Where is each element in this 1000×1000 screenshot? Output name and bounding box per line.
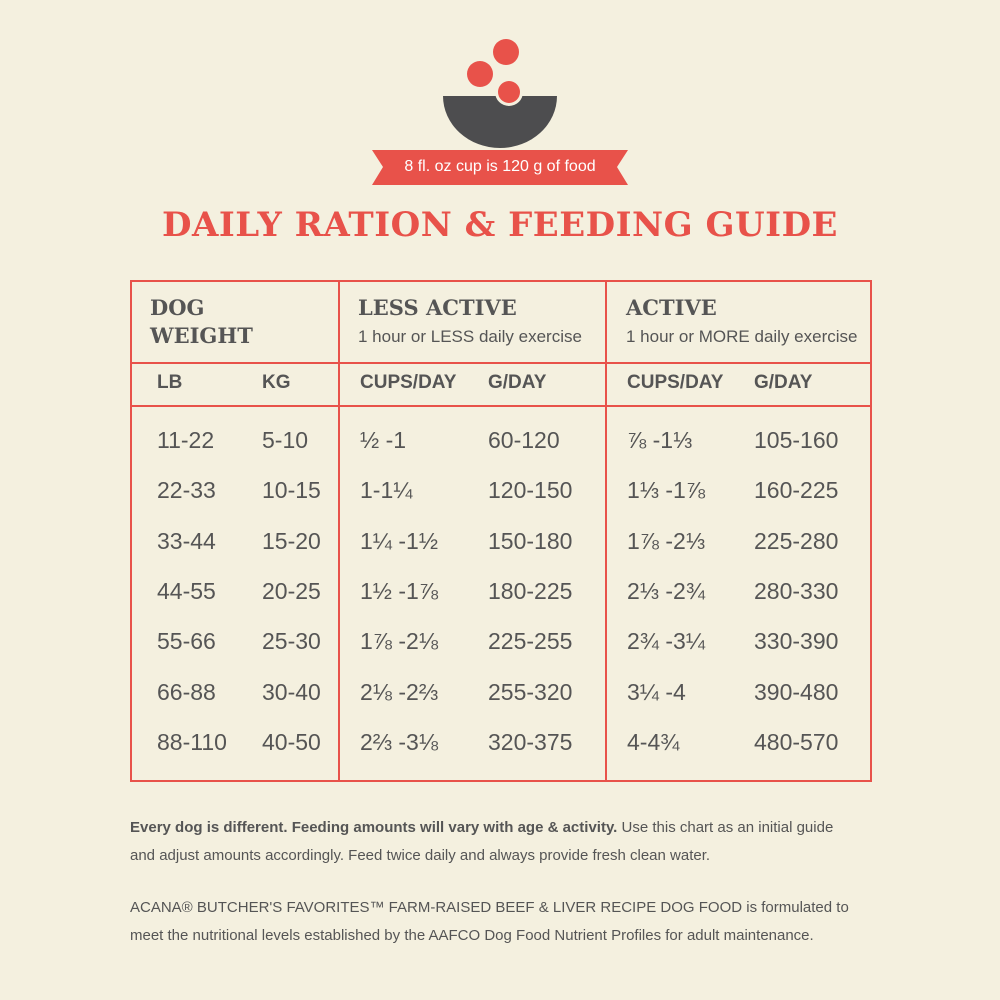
- table-cell: 1½ -1⅞: [360, 577, 438, 604]
- table-cell: 280-330: [754, 577, 839, 604]
- table-cell: 1⅓ -1⅞: [627, 477, 705, 504]
- column-header: KG: [262, 372, 291, 393]
- table-cell: 44-55: [157, 577, 216, 604]
- group-subtitle: 1 hour or MORE daily exercise: [626, 327, 858, 346]
- table-cell: 11-22: [157, 427, 215, 453]
- table-cell: 2⅓ -2¾: [627, 577, 705, 604]
- group-title: ACTIVE: [626, 295, 717, 320]
- bowl-icon: [372, 39, 628, 185]
- table-cell: 66-88: [157, 678, 216, 705]
- table-cell: 255-320: [488, 678, 573, 705]
- table-cell: 5-10: [262, 427, 309, 453]
- column-header: LB: [157, 372, 183, 393]
- table-cell: 2⅔ -3⅛: [360, 728, 438, 755]
- table-cell: 22-33: [157, 477, 216, 504]
- group-title: LESS ACTIVE: [358, 295, 517, 320]
- table-cell: 105-160: [754, 427, 839, 453]
- table-cell: 4-4¾: [627, 728, 680, 755]
- table-cell: 225-255: [488, 628, 573, 655]
- table-cell: 88-110: [157, 728, 227, 755]
- column-header: CUPS/DAY: [627, 372, 724, 393]
- table-cell: 1-1¼: [360, 477, 413, 504]
- title: DAILY RATION & FEEDING GUIDE: [162, 205, 838, 245]
- table-cell: 15-20: [262, 527, 321, 554]
- table-cell: 225-280: [754, 527, 839, 554]
- note: Every dog is different. Feeding amounts …: [130, 814, 850, 870]
- table-cell: 390-480: [754, 678, 839, 705]
- note-bold: Every dog is different. Feeding amounts …: [130, 819, 618, 836]
- table-cell: 1¼ -1½: [360, 527, 438, 554]
- table-cell: 40-50: [262, 728, 321, 755]
- table-cell: 55-66: [157, 628, 216, 655]
- table-cell: 150-180: [488, 527, 573, 554]
- note: ACANA® BUTCHER'S FAVORITES™ FARM-RAISED …: [130, 899, 849, 944]
- table-cell: 2¾ -3¼: [627, 628, 705, 655]
- group-title: DOG WEIGHT: [150, 295, 253, 348]
- table-cell: 25-30: [262, 628, 321, 655]
- table-cell: 1⅞ -2⅛: [360, 628, 438, 655]
- table-cell: 3¼ -4: [627, 678, 686, 705]
- column-header: G/DAY: [754, 372, 813, 393]
- group-subtitle: 1 hour or LESS daily exercise: [358, 327, 582, 346]
- table-cell: 2⅛ -2⅔: [360, 678, 438, 705]
- table-cell: 180-225: [488, 577, 573, 604]
- table-cell: 60-120: [488, 427, 560, 453]
- table-cell: 120-150: [488, 477, 573, 504]
- table-cell: 10-15: [262, 477, 321, 504]
- column-header: G/DAY: [488, 372, 547, 393]
- table-cell: 1⅞ -2⅓: [627, 527, 705, 554]
- table-cell: 33-44: [157, 527, 216, 554]
- serving-banner: 8 fl. oz cup is 120 g of food: [404, 158, 596, 175]
- table-cell: 480-570: [754, 728, 839, 755]
- feeding-table: DOG WEIGHT LESS ACTIVE 1 hour or LESS da…: [130, 280, 872, 782]
- note-text: Use this chart as an initial guide and a…: [130, 819, 834, 864]
- table-cell: 30-40: [262, 678, 321, 705]
- table-cell: 320-375: [488, 728, 573, 755]
- table-cell: 20-25: [262, 577, 321, 604]
- column-header: CUPS/DAY: [360, 372, 457, 393]
- table-cell: 160-225: [754, 477, 839, 504]
- table-cell: 330-390: [754, 628, 839, 655]
- table-cell: ½ -1: [360, 427, 407, 453]
- table-cell: ⅞ -1⅓: [627, 427, 693, 453]
